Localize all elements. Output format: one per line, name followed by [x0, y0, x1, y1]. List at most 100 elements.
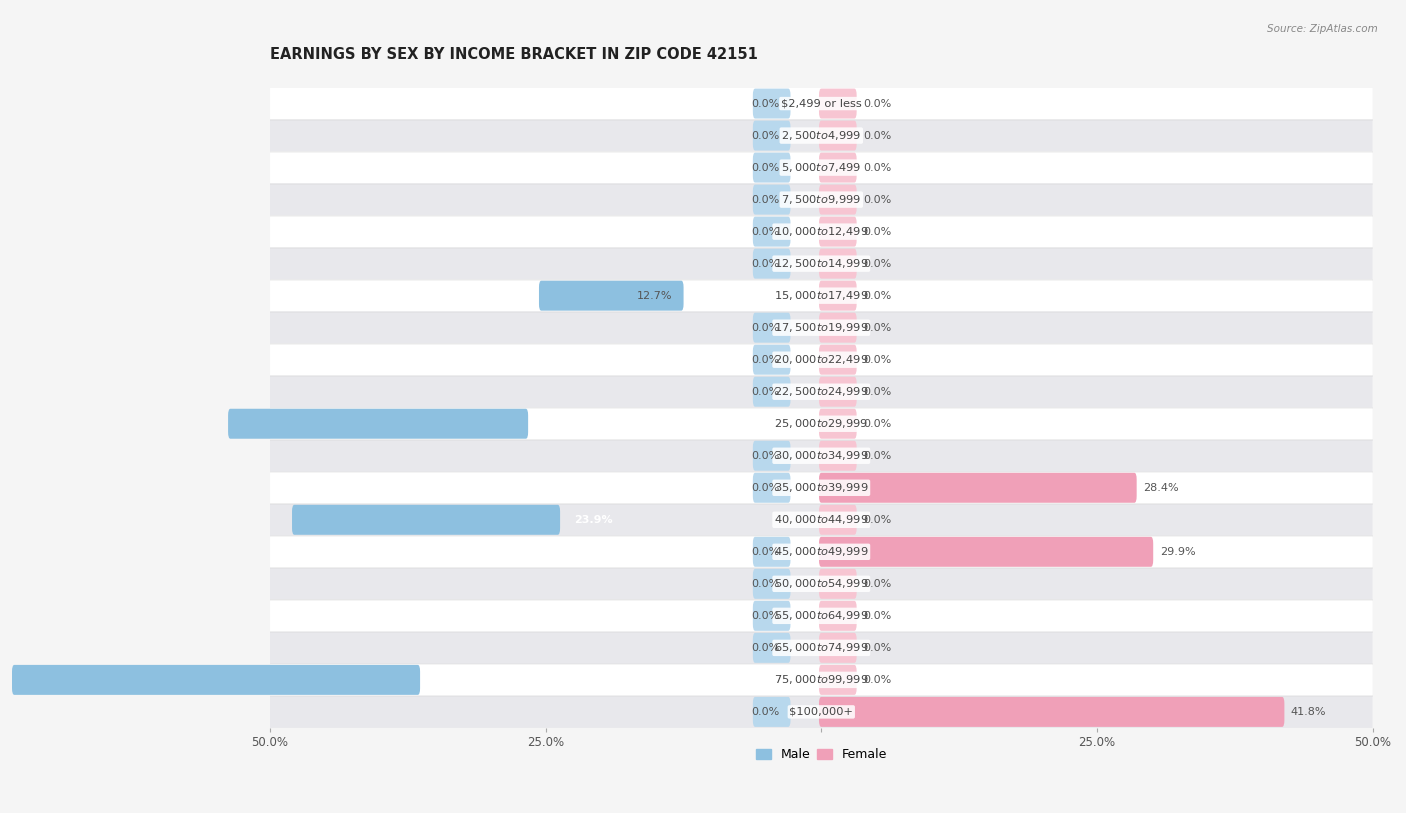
FancyBboxPatch shape: [818, 153, 856, 183]
FancyBboxPatch shape: [228, 409, 529, 439]
FancyBboxPatch shape: [752, 537, 790, 567]
FancyBboxPatch shape: [270, 184, 1372, 215]
Text: 0.0%: 0.0%: [863, 98, 891, 109]
FancyBboxPatch shape: [270, 120, 1372, 151]
Text: $25,000 to $29,999: $25,000 to $29,999: [775, 417, 869, 430]
FancyBboxPatch shape: [270, 88, 1372, 120]
Text: $20,000 to $22,499: $20,000 to $22,499: [775, 353, 869, 366]
FancyBboxPatch shape: [818, 280, 856, 311]
FancyBboxPatch shape: [818, 697, 1285, 727]
FancyBboxPatch shape: [752, 345, 790, 375]
Text: $10,000 to $12,499: $10,000 to $12,499: [775, 225, 869, 238]
FancyBboxPatch shape: [752, 216, 790, 246]
FancyBboxPatch shape: [818, 120, 856, 150]
Text: 0.0%: 0.0%: [751, 323, 779, 333]
Text: 0.0%: 0.0%: [863, 163, 891, 172]
Text: $50,000 to $54,999: $50,000 to $54,999: [775, 577, 869, 590]
FancyBboxPatch shape: [752, 569, 790, 599]
Text: 0.0%: 0.0%: [751, 259, 779, 268]
FancyBboxPatch shape: [818, 376, 856, 406]
FancyBboxPatch shape: [818, 633, 856, 663]
FancyBboxPatch shape: [270, 408, 1372, 440]
Text: 0.0%: 0.0%: [751, 547, 779, 557]
Text: 0.0%: 0.0%: [751, 643, 779, 653]
Text: 0.0%: 0.0%: [863, 227, 891, 237]
Text: 0.0%: 0.0%: [751, 387, 779, 397]
Text: 0.0%: 0.0%: [863, 419, 891, 428]
Text: 0.0%: 0.0%: [863, 450, 891, 461]
FancyBboxPatch shape: [752, 376, 790, 406]
Text: 12.7%: 12.7%: [637, 291, 672, 301]
FancyBboxPatch shape: [752, 473, 790, 502]
FancyBboxPatch shape: [270, 600, 1372, 632]
Text: 0.0%: 0.0%: [863, 515, 891, 525]
Text: 0.0%: 0.0%: [751, 450, 779, 461]
FancyBboxPatch shape: [818, 249, 856, 279]
Text: 0.0%: 0.0%: [751, 611, 779, 621]
Text: 0.0%: 0.0%: [863, 675, 891, 685]
Text: 41.8%: 41.8%: [1291, 706, 1326, 717]
Text: 0.0%: 0.0%: [863, 579, 891, 589]
Text: EARNINGS BY SEX BY INCOME BRACKET IN ZIP CODE 42151: EARNINGS BY SEX BY INCOME BRACKET IN ZIP…: [270, 47, 758, 62]
FancyBboxPatch shape: [270, 440, 1372, 472]
FancyBboxPatch shape: [752, 697, 790, 727]
FancyBboxPatch shape: [818, 665, 856, 695]
Text: 26.8%: 26.8%: [543, 419, 581, 428]
FancyBboxPatch shape: [818, 216, 856, 246]
Text: $30,000 to $34,999: $30,000 to $34,999: [775, 450, 869, 463]
Text: $55,000 to $64,999: $55,000 to $64,999: [775, 610, 869, 622]
Text: 0.0%: 0.0%: [751, 194, 779, 205]
FancyBboxPatch shape: [752, 120, 790, 150]
Text: $75,000 to $99,999: $75,000 to $99,999: [775, 673, 869, 686]
Text: 0.0%: 0.0%: [751, 163, 779, 172]
FancyBboxPatch shape: [818, 601, 856, 631]
Text: $12,500 to $14,999: $12,500 to $14,999: [775, 257, 869, 270]
FancyBboxPatch shape: [270, 567, 1372, 600]
FancyBboxPatch shape: [270, 248, 1372, 280]
FancyBboxPatch shape: [752, 185, 790, 215]
Text: 0.0%: 0.0%: [863, 354, 891, 365]
FancyBboxPatch shape: [752, 89, 790, 119]
FancyBboxPatch shape: [270, 151, 1372, 184]
Text: $2,500 to $4,999: $2,500 to $4,999: [782, 129, 862, 142]
FancyBboxPatch shape: [818, 473, 1136, 502]
Text: $5,000 to $7,499: $5,000 to $7,499: [782, 161, 862, 174]
FancyBboxPatch shape: [270, 215, 1372, 248]
FancyBboxPatch shape: [818, 89, 856, 119]
Text: $100,000+: $100,000+: [789, 706, 853, 717]
FancyBboxPatch shape: [538, 280, 683, 311]
FancyBboxPatch shape: [818, 313, 856, 342]
Text: 0.0%: 0.0%: [863, 259, 891, 268]
Text: Source: ZipAtlas.com: Source: ZipAtlas.com: [1267, 24, 1378, 34]
Text: $7,500 to $9,999: $7,500 to $9,999: [782, 193, 862, 207]
Text: 0.0%: 0.0%: [751, 131, 779, 141]
FancyBboxPatch shape: [270, 664, 1372, 696]
Text: $17,500 to $19,999: $17,500 to $19,999: [775, 321, 869, 334]
FancyBboxPatch shape: [752, 313, 790, 342]
Text: 0.0%: 0.0%: [863, 194, 891, 205]
Text: $35,000 to $39,999: $35,000 to $39,999: [775, 481, 869, 494]
FancyBboxPatch shape: [292, 505, 560, 535]
Text: 23.9%: 23.9%: [574, 515, 613, 525]
FancyBboxPatch shape: [818, 345, 856, 375]
Text: 0.0%: 0.0%: [863, 131, 891, 141]
Text: 0.0%: 0.0%: [863, 643, 891, 653]
Text: 29.9%: 29.9%: [1160, 547, 1195, 557]
Text: $15,000 to $17,499: $15,000 to $17,499: [775, 289, 869, 302]
Text: $45,000 to $49,999: $45,000 to $49,999: [775, 546, 869, 559]
FancyBboxPatch shape: [270, 311, 1372, 344]
Text: 0.0%: 0.0%: [863, 323, 891, 333]
Text: 0.0%: 0.0%: [751, 227, 779, 237]
FancyBboxPatch shape: [752, 249, 790, 279]
Text: $65,000 to $74,999: $65,000 to $74,999: [775, 641, 869, 654]
FancyBboxPatch shape: [270, 536, 1372, 567]
Text: $2,499 or less: $2,499 or less: [780, 98, 862, 109]
FancyBboxPatch shape: [752, 153, 790, 183]
FancyBboxPatch shape: [818, 537, 1153, 567]
Text: 36.6%: 36.6%: [434, 675, 472, 685]
FancyBboxPatch shape: [13, 665, 420, 695]
Text: 0.0%: 0.0%: [863, 291, 891, 301]
FancyBboxPatch shape: [270, 280, 1372, 311]
FancyBboxPatch shape: [270, 344, 1372, 376]
Legend: Male, Female: Male, Female: [751, 743, 891, 767]
